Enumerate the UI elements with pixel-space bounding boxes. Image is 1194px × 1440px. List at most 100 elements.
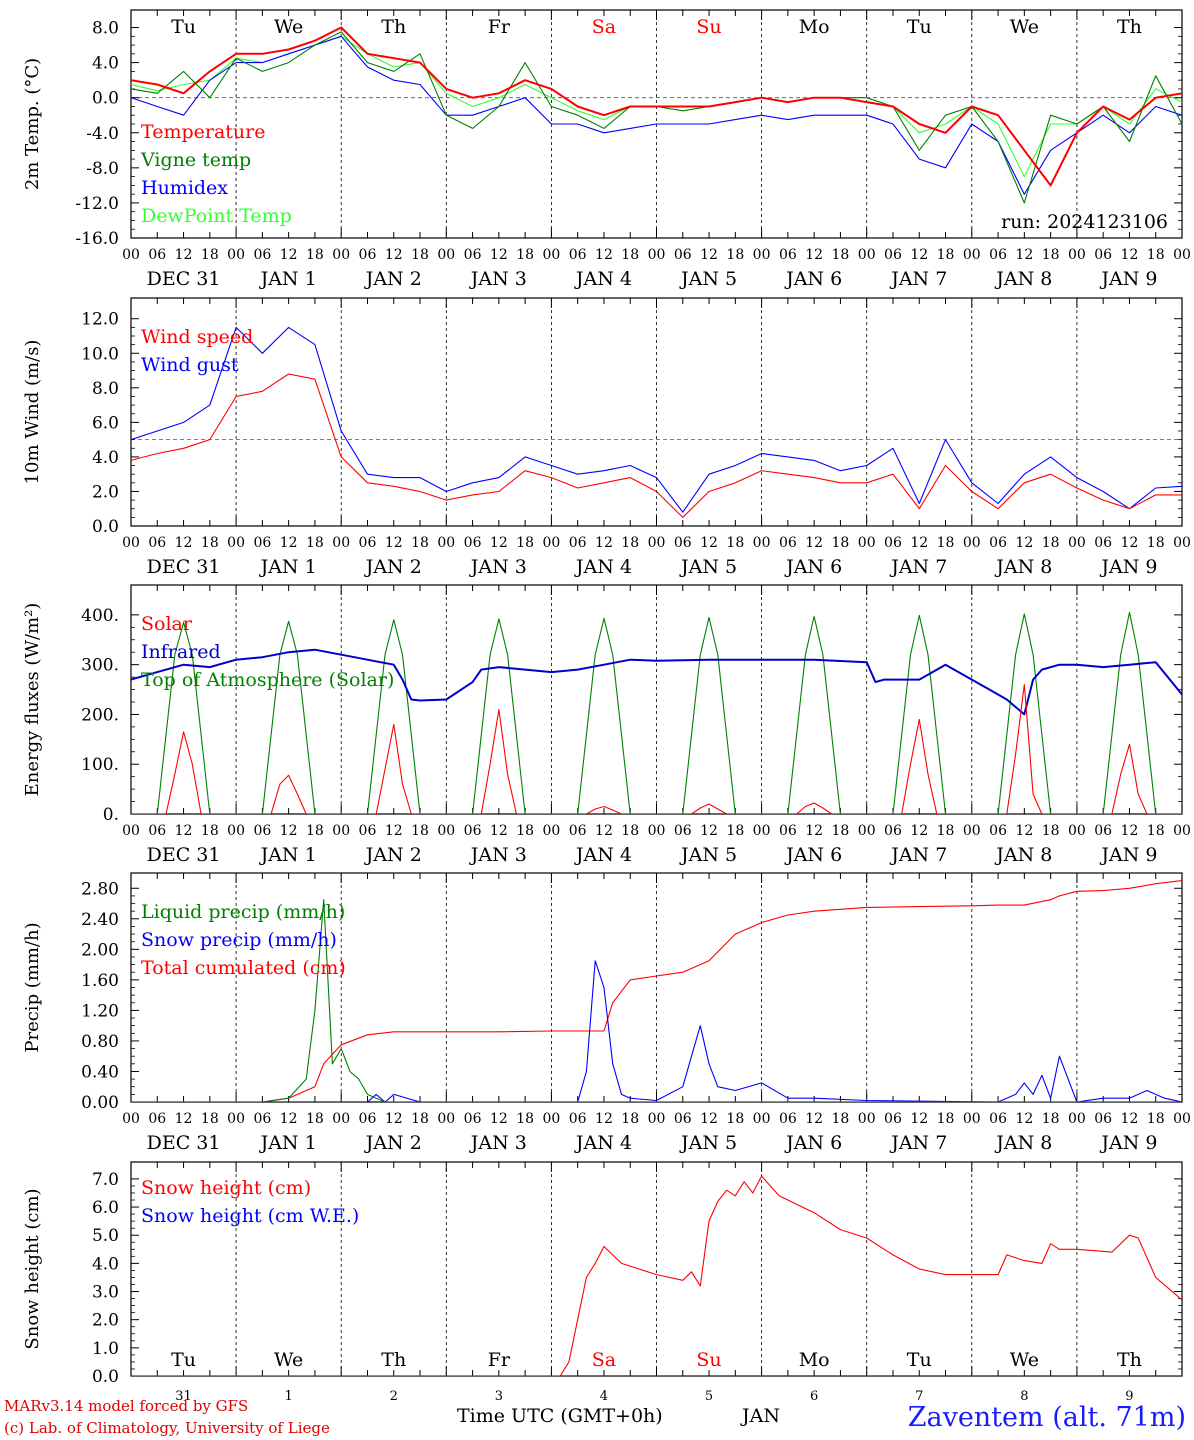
day-name-label: Su (696, 1349, 721, 1371)
hour-tick-label: 06 (464, 1111, 482, 1127)
hour-tick-label: 00 (858, 535, 876, 551)
date-label: JAN 8 (994, 556, 1052, 578)
series-line-snow-0 (131, 1175, 1182, 1376)
day-number-label: 8 (1020, 1389, 1028, 1404)
day-number-label: 6 (810, 1389, 818, 1404)
date-label: JAN 6 (784, 268, 842, 290)
hour-tick-label: 18 (832, 247, 850, 263)
legend-entry: Top of Atmosphere (Solar) (141, 669, 394, 691)
legend-entry: Humidex (141, 177, 228, 199)
hour-tick-label: 00 (122, 247, 140, 263)
legend-entry: Snow precip (mm/h) (141, 929, 337, 951)
date-label: JAN 9 (1099, 268, 1157, 290)
date-label: JAN 5 (679, 268, 737, 290)
date-label: JAN 7 (889, 1132, 947, 1154)
day-name-label: Tu (907, 16, 932, 38)
date-label: JAN 3 (469, 268, 527, 290)
legend-entry: Wind speed (141, 326, 253, 348)
day-name-label: We (1010, 16, 1039, 38)
day-name-label: Mo (799, 1349, 830, 1371)
hour-tick-label: 06 (464, 535, 482, 551)
y-tick-label: 4.0 (92, 448, 119, 468)
hour-tick-label: 06 (989, 1111, 1007, 1127)
y-tick-label: -4.0 (86, 124, 119, 144)
hour-tick-label: 18 (726, 247, 744, 263)
hour-tick-label: 06 (989, 535, 1007, 551)
series-line-flux-0 (131, 684, 1182, 814)
hour-tick-label: 18 (411, 823, 429, 839)
day-number-label: 9 (1125, 1389, 1133, 1404)
hour-tick-label: 18 (726, 535, 744, 551)
legend-entry: DewPoint Temp (141, 205, 292, 227)
hour-tick-label: 12 (595, 247, 613, 263)
hour-tick-label: 12 (385, 1111, 403, 1127)
hour-tick-label: 00 (1173, 247, 1191, 263)
hour-tick-label: 00 (753, 1111, 771, 1127)
hour-tick-label: 18 (1147, 247, 1165, 263)
y-tick-label: 0. (103, 805, 119, 825)
hour-tick-label: 00 (753, 247, 771, 263)
hour-tick-label: 18 (201, 823, 219, 839)
date-label: DEC 31 (147, 556, 221, 578)
hour-tick-label: 18 (201, 1111, 219, 1127)
legend-entry: Total cumulated (cm) (141, 957, 346, 979)
y-axis-label: 10m Wind (m/s) (22, 340, 43, 485)
hour-tick-label: 18 (832, 1111, 850, 1127)
hour-tick-label: 00 (542, 535, 560, 551)
date-label: JAN 1 (259, 268, 317, 290)
hour-tick-label: 12 (385, 247, 403, 263)
hour-tick-label: 12 (175, 247, 193, 263)
y-tick-label: -16.0 (75, 229, 119, 249)
hour-tick-label: 18 (201, 247, 219, 263)
date-label: JAN 9 (1099, 1132, 1157, 1154)
hour-tick-label: 06 (569, 1111, 587, 1127)
hour-tick-label: 18 (1042, 247, 1060, 263)
hour-tick-label: 00 (437, 1111, 455, 1127)
hour-tick-label: 12 (280, 823, 298, 839)
hour-tick-label: 06 (464, 247, 482, 263)
y-tick-label: 7.0 (92, 1170, 119, 1190)
hour-tick-label: 12 (910, 247, 928, 263)
hour-tick-label: 12 (910, 1111, 928, 1127)
hour-tick-label: 18 (1042, 823, 1060, 839)
hour-tick-label: 18 (621, 1111, 639, 1127)
y-tick-label: 4.0 (92, 54, 119, 74)
y-tick-label: 200. (81, 705, 119, 725)
date-label: JAN 1 (259, 556, 317, 578)
hour-tick-label: 12 (805, 535, 823, 551)
hour-tick-label: 06 (989, 247, 1007, 263)
y-tick-label: 2.0 (92, 1311, 119, 1331)
hour-tick-label: 00 (542, 823, 560, 839)
series-line-temp-2 (131, 35, 1182, 195)
hour-tick-label: 18 (1147, 823, 1165, 839)
hour-tick-label: 12 (1121, 1111, 1139, 1127)
hour-tick-label: 18 (306, 535, 324, 551)
run-annotation: run: 2024123106 (1001, 211, 1168, 233)
hour-tick-label: 18 (621, 535, 639, 551)
day-number-label: 2 (390, 1389, 398, 1404)
hour-tick-label: 18 (726, 1111, 744, 1127)
y-tick-label: 1.20 (81, 1001, 119, 1021)
date-label: JAN 4 (574, 556, 632, 578)
hour-tick-label: 06 (569, 823, 587, 839)
hour-tick-label: 06 (779, 823, 797, 839)
hour-tick-label: 00 (858, 247, 876, 263)
y-axis-label: Snow height (cm) (22, 1188, 43, 1349)
hour-tick-label: 06 (569, 535, 587, 551)
hour-tick-label: 06 (148, 823, 166, 839)
y-tick-label: 8.0 (92, 19, 119, 39)
day-number-label: 3 (495, 1389, 503, 1404)
hour-tick-label: 00 (648, 1111, 666, 1127)
y-tick-label: 10.0 (81, 344, 119, 364)
date-label: JAN 5 (679, 844, 737, 866)
hour-tick-label: 00 (542, 1111, 560, 1127)
hour-tick-label: 06 (884, 1111, 902, 1127)
hour-tick-label: 12 (805, 823, 823, 839)
hour-tick-label: 18 (306, 823, 324, 839)
hour-tick-label: 18 (1147, 1111, 1165, 1127)
hour-tick-label: 12 (490, 535, 508, 551)
hour-tick-label: 12 (910, 823, 928, 839)
hour-tick-label: 00 (332, 535, 350, 551)
